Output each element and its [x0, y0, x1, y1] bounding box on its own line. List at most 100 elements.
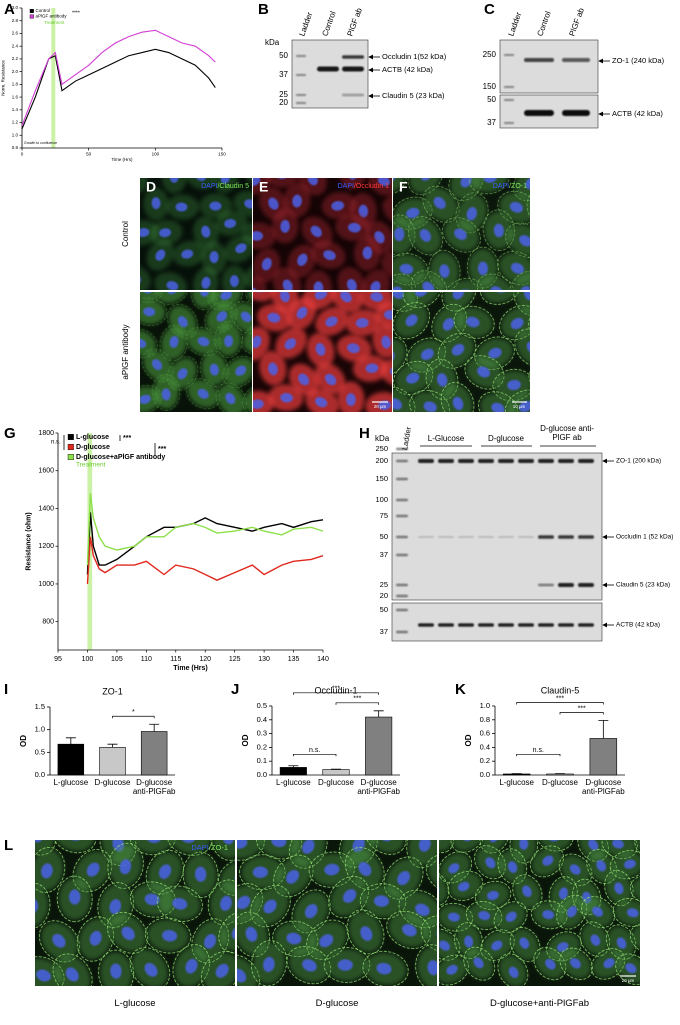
nucleus — [143, 307, 156, 317]
nucleus — [253, 399, 264, 409]
cell-membrane — [440, 382, 475, 412]
cell-membrane — [140, 328, 158, 358]
nucleus — [292, 194, 302, 208]
cell-body — [35, 840, 54, 854]
y-tick-label: 1.0 — [480, 701, 490, 710]
nucleus — [454, 228, 467, 240]
stain-part: /ZO-1 — [209, 843, 228, 852]
nucleus — [319, 934, 334, 948]
annotation: *** — [158, 446, 166, 453]
legend-label: D-glucose+aPlGF antibody — [76, 454, 165, 461]
nucleus — [590, 934, 601, 946]
cell-membrane — [407, 178, 444, 196]
nucleus — [616, 937, 627, 949]
nucleus — [119, 859, 132, 875]
nucleus — [556, 224, 571, 241]
y-tick-label: 1.0 — [12, 132, 19, 137]
y-axis-label: OD — [464, 734, 473, 746]
nucleus — [505, 911, 517, 922]
band-label: Occludin 1 (52 kDa) — [616, 534, 673, 541]
ladder-band — [396, 459, 408, 463]
nucleus — [337, 959, 353, 971]
cell-body — [516, 330, 530, 365]
annotation: *** — [123, 435, 131, 442]
nucleus — [240, 311, 252, 323]
error-bar — [598, 720, 609, 739]
nucleus — [433, 196, 446, 209]
cell-membrane — [185, 378, 221, 410]
y-axis-label: OD — [241, 734, 250, 746]
cell-membrane — [182, 851, 219, 899]
nucleus — [52, 933, 66, 948]
cell-membrane — [538, 329, 576, 375]
cell-body — [243, 325, 252, 353]
cell-membrane — [328, 876, 369, 919]
nucleus — [439, 940, 450, 951]
marker-label: 150 — [375, 474, 388, 483]
y-tick-label: 1.0 — [35, 725, 45, 734]
band-label: Claudin 5 (23 kDa) — [382, 91, 445, 100]
nucleus — [340, 292, 352, 303]
cell-membrane — [222, 355, 252, 388]
nucleus — [224, 335, 234, 348]
y-axis-label: Resistance (ohm) — [25, 512, 32, 570]
nucleus — [519, 285, 530, 290]
series-line — [86, 536, 324, 585]
cell-body — [140, 178, 148, 193]
caption: L-glucose — [114, 998, 156, 1009]
nucleus — [282, 279, 293, 290]
blot-membrane — [391, 452, 603, 601]
cell-body — [422, 917, 437, 952]
lane-label: Control — [535, 10, 552, 38]
y-tick-label: 2.2 — [12, 56, 19, 61]
x-tick-label: 100 — [152, 152, 160, 157]
cell-body — [541, 385, 587, 427]
nucleus — [36, 969, 51, 982]
cell-membrane — [144, 917, 192, 954]
nucleus — [519, 235, 530, 247]
panel-label: J — [231, 681, 239, 698]
nucleus — [65, 967, 79, 982]
series-line — [86, 493, 324, 566]
chart-title: Occludin-1 — [314, 685, 357, 695]
blot-band — [518, 536, 534, 538]
cell-membrane — [129, 947, 171, 986]
cell-membrane — [393, 336, 408, 376]
nucleus — [158, 864, 172, 879]
bar — [589, 738, 618, 776]
nucleus — [452, 292, 465, 300]
nucleus — [491, 402, 505, 412]
nucleus — [510, 262, 524, 274]
error-bar — [288, 765, 299, 768]
blot-band — [418, 623, 434, 627]
x-tick-label: 50 — [86, 152, 92, 157]
nucleus — [126, 168, 140, 183]
nucleus — [641, 933, 656, 947]
ladder-band — [396, 498, 408, 502]
cell-body — [381, 251, 392, 280]
x-tick-label: L-glucose — [53, 778, 89, 787]
cell-membrane — [166, 840, 213, 856]
y-tick-label: 1.2 — [12, 120, 19, 125]
cell-membrane — [439, 840, 454, 854]
blot-band — [578, 623, 594, 627]
chart-title: Claudin-5 — [541, 685, 580, 695]
cell-membrane — [640, 844, 680, 884]
y-tick-label: 0.0 — [257, 770, 267, 779]
cell-body — [220, 913, 235, 952]
nucleus — [488, 347, 502, 359]
nucleus — [399, 263, 414, 275]
nucleus — [614, 882, 624, 895]
nucleus — [543, 372, 558, 384]
nucleus — [245, 926, 258, 942]
cell-body — [452, 840, 483, 851]
cell-body — [556, 360, 603, 406]
blot-band — [342, 55, 364, 59]
blot-band — [438, 623, 454, 627]
nucleus — [378, 400, 392, 411]
nucleus — [280, 219, 290, 233]
blot-band — [478, 459, 494, 463]
significance-bracket — [112, 715, 155, 719]
nucleus — [442, 318, 455, 331]
